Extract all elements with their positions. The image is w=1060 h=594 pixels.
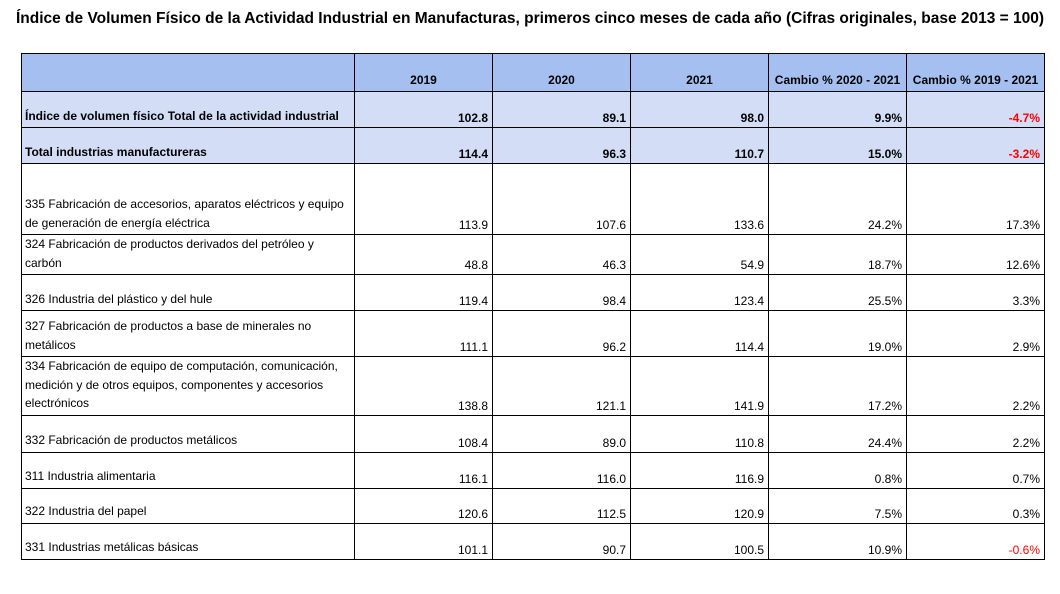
cell-change-2019-2021: 2.9% bbox=[906, 310, 1045, 357]
cell-change-2020-2021: 10.9% bbox=[768, 522, 907, 560]
cell-change-2019-2021: 12.6% bbox=[906, 234, 1045, 275]
cell-2020: 98.4 bbox=[492, 274, 631, 311]
header-cell-label bbox=[21, 53, 355, 92]
cell-2019: 116.1 bbox=[354, 451, 493, 489]
cell-2021: 100.5 bbox=[630, 522, 769, 560]
cell-2020: 96.3 bbox=[492, 127, 631, 164]
row-label: 327 Fabricación de productos a base de m… bbox=[21, 310, 355, 357]
cell-2019: 138.8 bbox=[354, 356, 493, 416]
cell-2021: 110.7 bbox=[630, 127, 769, 164]
header-row: 2019 2020 2021 Cambio % 2020 - 2021 Camb… bbox=[21, 53, 1045, 92]
cell-change-2019-2021: -4.7% bbox=[906, 91, 1045, 128]
cell-change-2019-2021: 3.3% bbox=[906, 274, 1045, 311]
cell-2021: 133.6 bbox=[630, 163, 769, 235]
table-row: Total industrias manufactureras 114.4 96.3… bbox=[21, 127, 1045, 164]
cell-2019: 111.1 bbox=[354, 310, 493, 357]
cell-2020: 112.5 bbox=[492, 487, 631, 524]
row-label: 311 Industria alimentaria bbox=[21, 451, 355, 489]
header-cell-change-2019-2021: Cambio % 2019 - 2021 bbox=[906, 53, 1045, 92]
row-label: 332 Fabricación de productos metálicos bbox=[21, 414, 355, 453]
header-cell-2020: 2020 bbox=[492, 53, 631, 92]
header-cell-change-2020-2021: Cambio % 2020 - 2021 bbox=[768, 53, 907, 92]
table-row: 322 Industria del papel 120.6 112.5 120.9 7.… bbox=[21, 487, 1045, 524]
cell-2019: 101.1 bbox=[354, 522, 493, 560]
row-label: 322 Industria del papel bbox=[21, 487, 355, 524]
cell-2020: 96.2 bbox=[492, 310, 631, 357]
cell-2021: 120.9 bbox=[630, 487, 769, 524]
table-row: 334 Fabricación de equipo de computación… bbox=[21, 356, 1045, 416]
cell-2020: 89.1 bbox=[492, 91, 631, 128]
page-title: Índice de Volumen Físico de la Actividad… bbox=[15, 10, 1045, 27]
cell-2020: 116.0 bbox=[492, 451, 631, 489]
table-row: 311 Industria alimentaria 116.1 116.0 116.9… bbox=[21, 451, 1045, 489]
cell-2019: 120.6 bbox=[354, 487, 493, 524]
cell-2020: 107.6 bbox=[492, 163, 631, 235]
table-row: Índice de volumen físico Total de la act… bbox=[21, 91, 1045, 128]
cell-2019: 108.4 bbox=[354, 414, 493, 453]
cell-2021: 54.9 bbox=[630, 234, 769, 275]
cell-2021: 110.8 bbox=[630, 414, 769, 453]
table-row: 331 Industrias metálicas básicas 101.1 90.… bbox=[21, 522, 1045, 560]
cell-change-2019-2021: 0.7% bbox=[906, 451, 1045, 489]
cell-change-2020-2021: 0.8% bbox=[768, 451, 907, 489]
cell-change-2020-2021: 25.5% bbox=[768, 274, 907, 311]
row-label: 331 Industrias metálicas básicas bbox=[21, 522, 355, 560]
cell-change-2020-2021: 7.5% bbox=[768, 487, 907, 524]
header-cell-2021: 2021 bbox=[630, 53, 769, 92]
cell-change-2019-2021: 2.2% bbox=[906, 414, 1045, 453]
cell-change-2020-2021: 19.0% bbox=[768, 310, 907, 357]
row-label: Índice de volumen físico Total de la act… bbox=[21, 91, 355, 128]
cell-2021: 123.4 bbox=[630, 274, 769, 311]
cell-change-2020-2021: 15.0% bbox=[768, 127, 907, 164]
row-label: 324 Fabricación de productos derivados d… bbox=[21, 234, 355, 275]
cell-change-2019-2021: -0.6% bbox=[906, 522, 1045, 560]
row-label: Total industrias manufactureras bbox=[21, 127, 355, 164]
table-row: 335 Fabricación de accesorios, aparatos … bbox=[21, 163, 1045, 235]
cell-2019: 114.4 bbox=[354, 127, 493, 164]
cell-2019: 48.8 bbox=[354, 234, 493, 275]
cell-2020: 121.1 bbox=[492, 356, 631, 416]
cell-change-2020-2021: 17.2% bbox=[768, 356, 907, 416]
cell-2019: 113.9 bbox=[354, 163, 493, 235]
cell-2020: 90.7 bbox=[492, 522, 631, 560]
row-label: 335 Fabricación de accesorios, aparatos … bbox=[21, 163, 355, 235]
cell-change-2019-2021: -3.2% bbox=[906, 127, 1045, 164]
cell-2021: 98.0 bbox=[630, 91, 769, 128]
cell-change-2020-2021: 24.2% bbox=[768, 163, 907, 235]
table-row: 326 Industria del plástico y del hule 119… bbox=[21, 274, 1045, 311]
cell-2021: 114.4 bbox=[630, 310, 769, 357]
data-table: 2019 2020 2021 Cambio % 2020 - 2021 Camb… bbox=[21, 53, 1045, 560]
cell-2021: 116.9 bbox=[630, 451, 769, 489]
cell-2019: 119.4 bbox=[354, 274, 493, 311]
cell-2019: 102.8 bbox=[354, 91, 493, 128]
table-row: 324 Fabricación de productos derivados d… bbox=[21, 234, 1045, 275]
table-row: 332 Fabricación de productos metálicos 10… bbox=[21, 414, 1045, 453]
cell-change-2020-2021: 18.7% bbox=[768, 234, 907, 275]
header-cell-2019: 2019 bbox=[354, 53, 493, 92]
cell-change-2020-2021: 9.9% bbox=[768, 91, 907, 128]
cell-2020: 89.0 bbox=[492, 414, 631, 453]
cell-change-2020-2021: 24.4% bbox=[768, 414, 907, 453]
cell-change-2019-2021: 17.3% bbox=[906, 163, 1045, 235]
cell-2020: 46.3 bbox=[492, 234, 631, 275]
table-row: 327 Fabricación de productos a base de m… bbox=[21, 310, 1045, 357]
cell-change-2019-2021: 0.3% bbox=[906, 487, 1045, 524]
row-label: 334 Fabricación de equipo de computación… bbox=[21, 356, 355, 416]
row-label: 326 Industria del plástico y del hule bbox=[21, 274, 355, 311]
cell-change-2019-2021: 2.2% bbox=[906, 356, 1045, 416]
cell-2021: 141.9 bbox=[630, 356, 769, 416]
